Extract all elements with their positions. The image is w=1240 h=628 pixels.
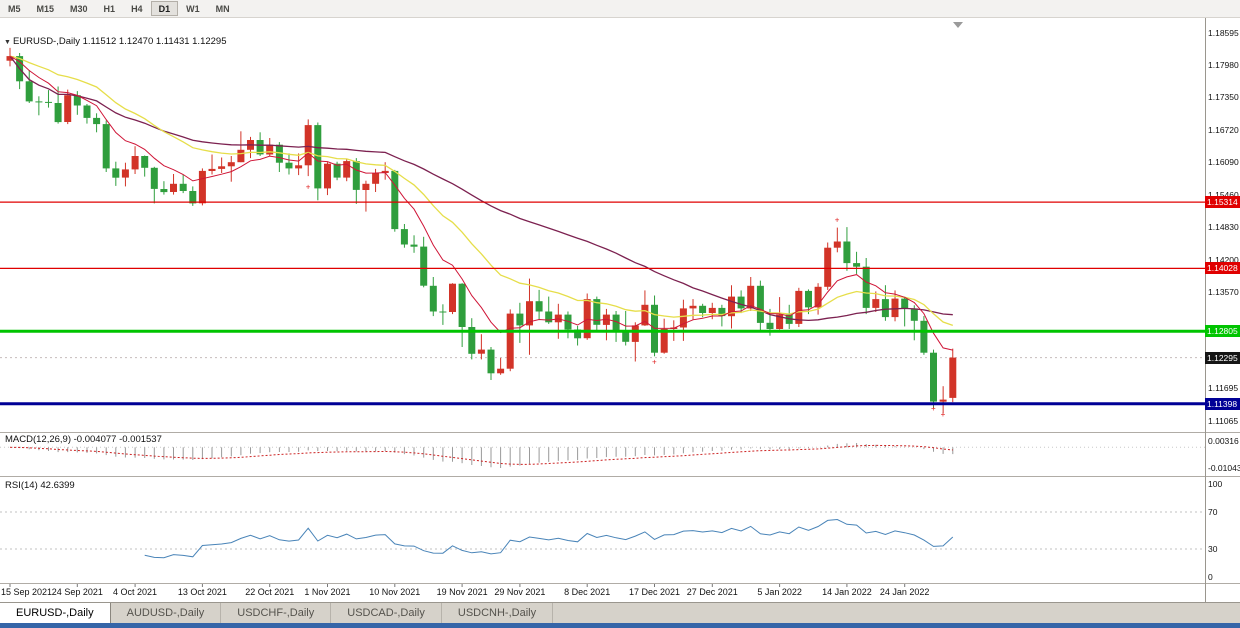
price-tick-label: 1.14830 (1208, 222, 1239, 232)
date-label: 15 Sep 2021 (1, 587, 53, 597)
price-level-badge: 1.15314 (1205, 196, 1240, 208)
rsi-axis-label: 100 (1208, 479, 1223, 489)
price-level-badge: 1.11398 (1205, 398, 1240, 410)
price-level-badge: 1.12805 (1205, 325, 1240, 337)
macd-signal-value: -0.001537 (119, 434, 162, 445)
taskbar-edge (0, 623, 1240, 628)
date-label: 10 Nov 2021 (369, 587, 421, 597)
fractal-marker: + (306, 182, 311, 191)
date-label: 4 Oct 2021 (113, 587, 158, 597)
rsi-value: 42.6399 (40, 480, 75, 491)
price-tick-label: 1.14200 (1208, 255, 1239, 265)
macd-histogram (19, 443, 954, 468)
tab-audusd-daily[interactable]: AUDUSD-,Daily (110, 603, 222, 623)
tab-usdcnh-daily[interactable]: USDCNH-,Daily (441, 603, 554, 623)
fractal-marker: + (941, 410, 946, 419)
date-axis[interactable]: 15 Sep 2021 24 Sep 2021 4 Oct 2021 13 Oct 2… (0, 584, 1205, 602)
fractal-marker: + (931, 404, 936, 413)
macd-name: MACD(12,26,9) (5, 434, 71, 445)
chart-symbol-label: EURUSD-,Daily (12, 36, 80, 47)
price-tick-label: 1.17350 (1208, 92, 1239, 102)
date-label: 24 Jan 2022 (879, 587, 930, 597)
timeframe-m5-button[interactable]: M5 (0, 1, 29, 16)
price-tick-label: 1.16090 (1208, 157, 1239, 167)
chart-ohlc-values: 1.11512 1.12470 1.11431 1.12295 (82, 36, 227, 47)
timeframe-h1-button[interactable]: H1 (96, 1, 124, 16)
price-tick-label: 1.15460 (1208, 190, 1239, 200)
macd-axis-label: 0.00316 (1208, 436, 1239, 446)
timeframe-m30-button[interactable]: M30 (62, 1, 96, 16)
macd-signal-line (9, 444, 953, 465)
date-label: 27 Dec 2021 (686, 587, 738, 597)
chart-shift-marker-icon (953, 22, 963, 28)
price-tick-label: 1.13570 (1208, 287, 1239, 297)
macd-indicator-label: MACD(12,26,9) -0.004077 -0.001537 (5, 434, 162, 445)
macd-axis-label: -0.01043 (1208, 463, 1240, 473)
rsi-name: RSI(14) (5, 480, 38, 491)
date-label: 24 Sep 2021 (51, 587, 103, 597)
date-label: 13 Oct 2021 (177, 587, 227, 597)
timeframe-mn-button[interactable]: MN (208, 1, 238, 16)
date-label: 22 Oct 2021 (245, 587, 295, 597)
timeframe-h4-button[interactable]: H4 (123, 1, 151, 16)
tab-usdcad-daily[interactable]: USDCAD-,Daily (331, 603, 442, 623)
fractal-marker: + (652, 358, 657, 367)
fractal-marker: + (835, 215, 840, 224)
timeframe-d1-button[interactable]: D1 (150, 1, 179, 16)
price-tick-label: 1.18595 (1208, 28, 1239, 38)
date-label: 29 Nov 2021 (494, 587, 546, 597)
price-tick-label: 1.16720 (1208, 125, 1239, 135)
candles-layer (6, 47, 957, 414)
symbol-dropdown-icon[interactable]: ▼ (4, 39, 11, 46)
tab-eurusd-daily[interactable]: EURUSD-,Daily (0, 603, 111, 623)
timeframe-m15-button[interactable]: M15 (29, 1, 63, 16)
ma-mid-line (9, 55, 954, 327)
current-price-badge: 1.12295 (1205, 352, 1240, 364)
timeframe-toolbar: M5 M15 M30 H1 H4 D1 W1 MN (0, 0, 1240, 18)
date-label: 5 Jan 2022 (757, 587, 802, 597)
ma-slow-line (9, 55, 953, 322)
date-label: 14 Jan 2022 (822, 587, 872, 597)
price-level-badge: 1.14028 (1205, 262, 1240, 274)
price-tick-label: 1.11065 (1208, 416, 1239, 426)
price-tick-label: 1.11695 (1208, 383, 1239, 393)
rsi-line (144, 518, 954, 559)
date-label: 8 Dec 2021 (564, 587, 611, 597)
tab-usdchf-daily[interactable]: USDCHF-,Daily (221, 603, 332, 623)
ma-fast-line (9, 55, 953, 351)
timeframe-w1-button[interactable]: W1 (178, 1, 208, 16)
rsi-axis-label: 30 (1208, 544, 1218, 554)
rsi-axis-label: 0 (1208, 572, 1213, 582)
macd-main-value: -0.004077 (73, 434, 117, 445)
rsi-axis-label: 70 (1208, 507, 1218, 517)
price-tick-label: 1.17980 (1208, 60, 1239, 70)
date-label: 19 Nov 2021 (436, 587, 488, 597)
chart-header: ▼ EURUSD-,Daily 1.11512 1.12470 1.11431 1… (4, 36, 227, 47)
symbol-tabs-bar: EURUSD-,Daily AUDUSD-,Daily USDCHF-,Dail… (0, 602, 1240, 623)
date-label: 1 Nov 2021 (304, 587, 351, 597)
rsi-indicator-label: RSI(14) 42.6399 (5, 480, 75, 491)
price-axis[interactable]: 1.18595 1.17980 1.17350 1.16720 1.16090 1.154… (1205, 0, 1240, 628)
date-label: 17 Dec 2021 (629, 587, 681, 597)
